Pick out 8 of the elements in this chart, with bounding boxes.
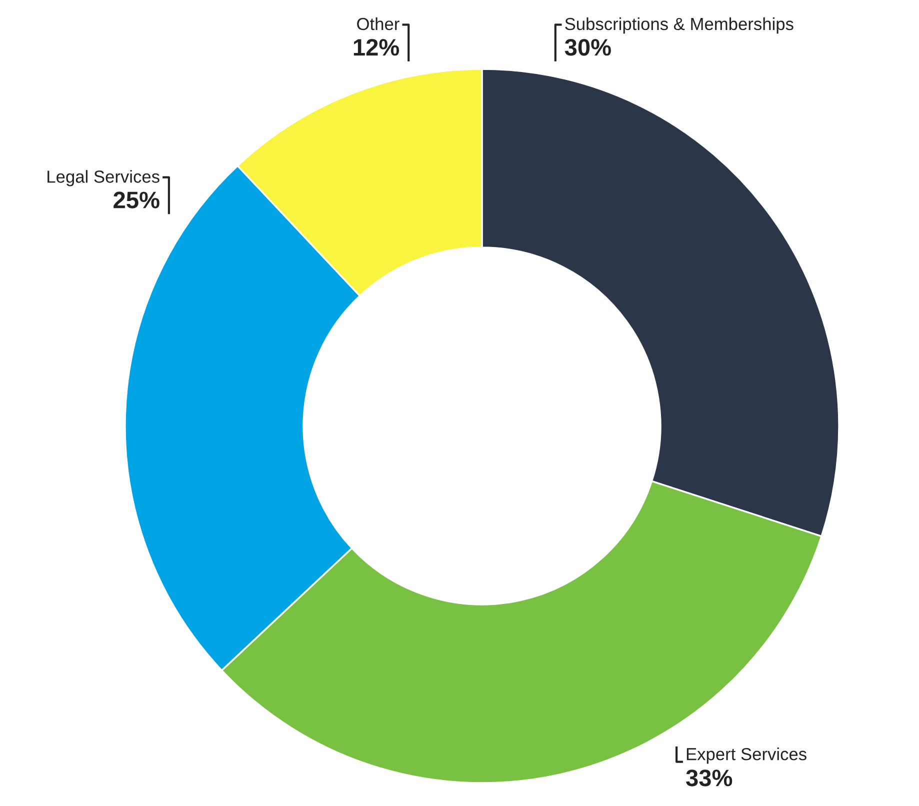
slice-label: Expert Services [686,748,806,764]
slice-label: Subscriptions & Memberships [565,17,794,34]
data-label: 33% [686,770,732,786]
data-label: 12% [354,38,400,56]
slice-label: Other [357,17,400,30]
data-label: 30% [564,38,611,56]
slice-label: Legal Services [48,170,160,186]
data-label: 25% [114,192,160,208]
